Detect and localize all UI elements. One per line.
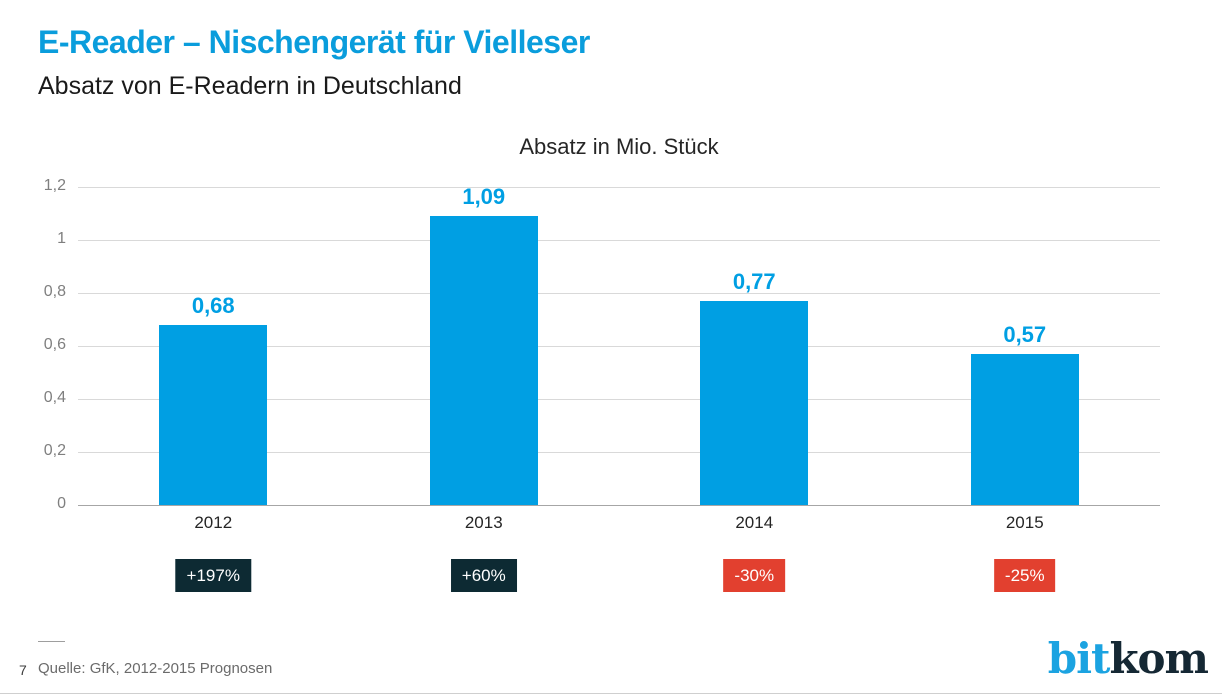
gridline: [78, 293, 1160, 294]
change-badge: +60%: [450, 559, 517, 592]
change-badge: -30%: [723, 559, 786, 592]
bar-2013: [429, 216, 538, 505]
y-axis-tick-label: 0,8: [43, 283, 66, 300]
x-axis-label: 2013: [464, 513, 503, 532]
y-axis-tick-label: 1: [57, 230, 66, 247]
bar-value-label: 0,77: [732, 268, 776, 294]
bar-value-label: 0,57: [1003, 321, 1047, 347]
footer-divider: [38, 641, 65, 642]
y-axis-tick-label: 0,2: [43, 442, 66, 459]
gridline: [78, 452, 1160, 453]
source-caption: Quelle: GfK, 2012-2015 Prognosen: [38, 660, 273, 677]
change-badge: -25%: [993, 559, 1056, 592]
y-axis-tick-label: 0: [57, 495, 66, 512]
gridline: [78, 505, 1160, 506]
x-axis-label: 2015: [1005, 513, 1044, 532]
bitkom-logo-bit: bit: [1047, 634, 1111, 683]
x-axis-label: 2012: [194, 513, 233, 532]
bitkom-logo: bitkom: [1048, 638, 1209, 680]
gridline: [78, 399, 1160, 400]
chart-title: Absatz in Mio. Stück: [519, 134, 719, 159]
y-axis-tick-label: 1,2: [43, 177, 66, 194]
y-axis-tick-label: 0,6: [43, 336, 66, 353]
page-number: 7: [19, 662, 27, 678]
change-badge: +197%: [175, 559, 251, 592]
plot-area: 1,2 1 0,8 0,6 0,4 0,2 0 0,68 2012 +197% 1,09 2013 +6…: [44, 177, 1160, 592]
bar-value-label: 1,09: [462, 184, 506, 210]
bitkom-logo-kom: kom: [1109, 634, 1209, 683]
bar-2014: [700, 300, 809, 505]
bar-value-label: 0,68: [191, 292, 235, 318]
page-subtitle: Absatz von E-Readern in Deutschland: [38, 72, 462, 100]
bar-2012: [159, 324, 268, 505]
y-axis-tick-label: 0,4: [43, 389, 66, 406]
gridline: [78, 240, 1160, 241]
page-title: E-Reader – Nischengerät für Vielleser: [38, 24, 590, 60]
gridline: [78, 187, 1160, 188]
x-axis-label: 2014: [735, 513, 774, 532]
gridline: [78, 346, 1160, 347]
bar-2015: [970, 353, 1079, 505]
